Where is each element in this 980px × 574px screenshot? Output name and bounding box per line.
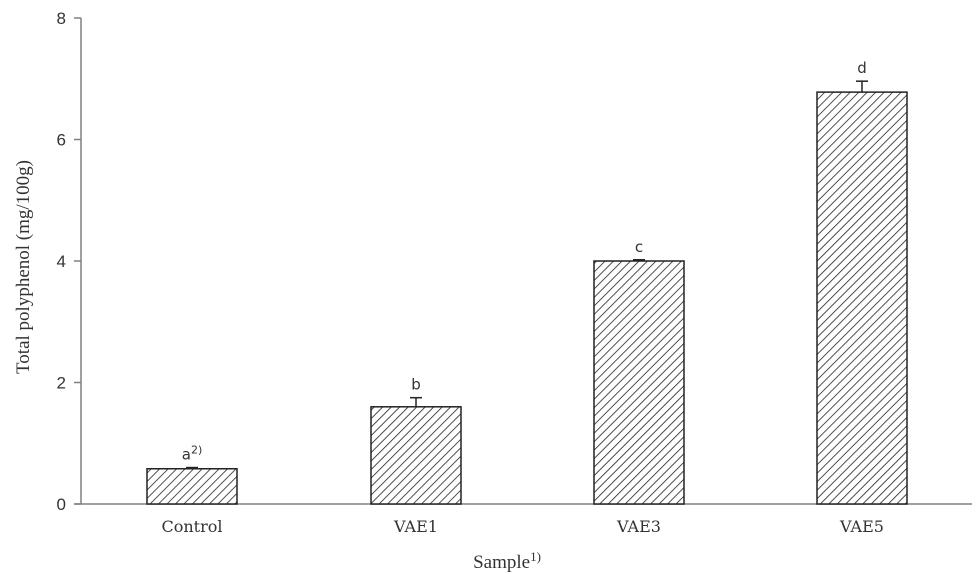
y-tick-label: 4 — [57, 252, 66, 271]
x-tick-label: Control — [161, 517, 222, 536]
x-tick-label: VAE3 — [616, 517, 661, 536]
x-tick-label: VAE5 — [839, 517, 884, 536]
y-tick-label: 2 — [57, 374, 66, 393]
y-tick-label: 6 — [57, 131, 66, 150]
bar-vae3 — [593, 260, 685, 505]
significance-letter: d — [857, 59, 867, 77]
x-tick-label: VAE1 — [393, 517, 438, 536]
y-tick-label: 8 — [57, 9, 66, 28]
bar-control — [146, 468, 238, 505]
significance-letter: b — [411, 376, 421, 394]
bars — [146, 80, 908, 505]
y-axis-title: Total polyphenol (mg/100g) — [13, 160, 34, 374]
bar-vae1 — [370, 406, 462, 505]
bar-vae5 — [816, 91, 908, 505]
significance-letter: c — [635, 238, 643, 256]
x-axis-title: Sample1) — [473, 549, 541, 573]
y-tick-label: 0 — [57, 495, 66, 514]
labels: Total polyphenol (mg/100g) Sample1) a2) Con… — [13, 59, 884, 573]
significance-letter: a2) — [182, 444, 203, 464]
